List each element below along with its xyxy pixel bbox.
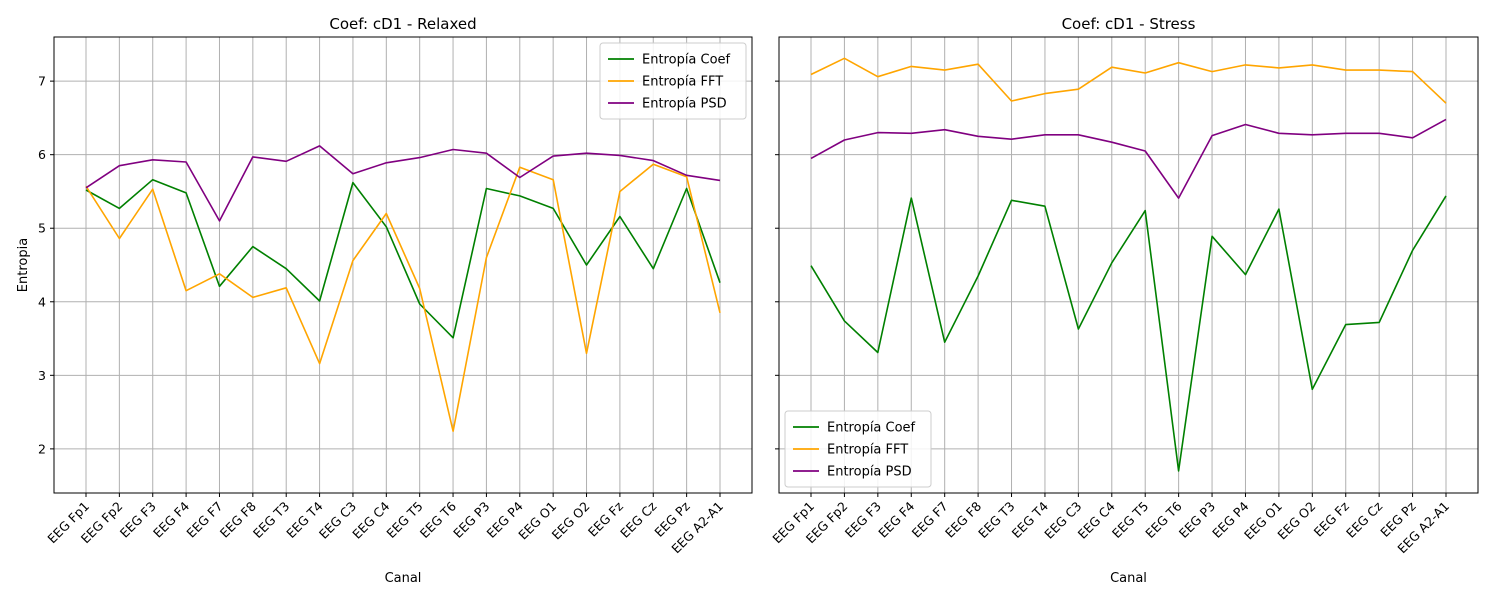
series-line (85, 145, 721, 222)
legend: Entropía Coef Entropía FFT Entropía PSD (599, 42, 747, 120)
x-tick-label: EEG Cz (617, 498, 660, 541)
y-axis-label: Entropia (16, 238, 31, 292)
legend-label: Entropía PSD (642, 97, 727, 112)
grid-lines (54, 37, 752, 493)
chart-title: Coef: cD1 - Relaxed (329, 15, 476, 33)
series-line (810, 57, 1447, 104)
series-lines (85, 145, 721, 433)
x-axis-label: Canal (1110, 571, 1147, 586)
y-tick-label: 5 (38, 221, 46, 236)
x-tick-label: EEG T6 (417, 498, 459, 540)
x-tick-label: EEG F3 (117, 499, 159, 541)
plot-frame (53, 36, 753, 494)
series-line (810, 118, 1447, 199)
x-tick-label: EEG F7 (909, 499, 951, 541)
y-tick-label: 4 (38, 294, 46, 309)
y-axis-ticks (775, 80, 779, 450)
legend-label: Entropía Coef (642, 53, 731, 68)
x-tick-label: EEG C4 (1075, 498, 1118, 541)
x-tick-label: EEG F4 (875, 498, 917, 540)
legend-label: Entropía FFT (642, 75, 723, 90)
legend-box (784, 410, 932, 488)
y-axis-ticks: 2 3 4 5 6 7 (38, 74, 54, 456)
legend-box (599, 42, 747, 120)
x-tick-label: EEG T3 (975, 499, 1017, 541)
y-tick-label: 7 (38, 74, 46, 89)
legend-label: Entropía PSD (827, 465, 912, 480)
x-tick-label: EEG C4 (349, 498, 392, 541)
legend: Entropía Coef Entropía FFT Entropía PSD (784, 410, 932, 488)
y-tick-label: 2 (38, 441, 46, 456)
series-line (85, 163, 721, 433)
x-tick-label: EEG F7 (183, 499, 225, 541)
y-tick-label: 3 (38, 368, 46, 383)
series-line (810, 195, 1447, 472)
x-tick-label: EEG P3 (450, 499, 492, 541)
x-tick-label: EEG T5 (383, 499, 425, 541)
grid-lines (779, 37, 1478, 493)
series-lines (810, 57, 1447, 472)
x-tick-label: EEG Cz (1343, 498, 1386, 541)
plot-frame (778, 36, 1479, 494)
x-tick-label: EEG T5 (1109, 499, 1151, 541)
x-tick-label: EEG O2 (1274, 499, 1318, 543)
series-line (85, 178, 721, 339)
x-tick-label: EEG P3 (1176, 499, 1218, 541)
x-axis-label: Canal (385, 571, 422, 586)
x-tick-label: EEG T3 (250, 499, 292, 541)
y-tick-label: 6 (38, 147, 46, 162)
x-tick-label: EEG F3 (842, 499, 884, 541)
x-tick-label: EEG F4 (150, 498, 192, 540)
x-tick-label: EEG T6 (1142, 498, 1184, 540)
chart-title: Coef: cD1 - Stress (1062, 15, 1196, 33)
legend-label: Entropía Coef (827, 421, 916, 436)
legend-label: Entropía FFT (827, 443, 908, 458)
